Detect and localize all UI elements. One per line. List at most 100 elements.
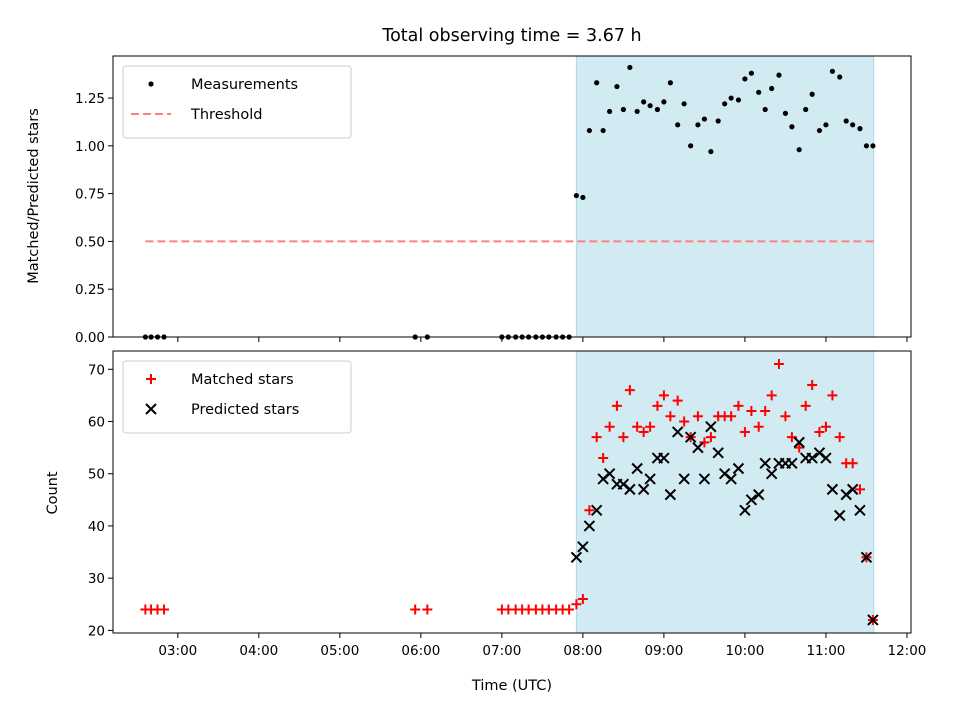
legend-label: Matched stars xyxy=(191,372,294,388)
y-tick-label: 0.25 xyxy=(75,282,105,298)
x-tick-label: 07:00 xyxy=(482,643,521,659)
y-tick-label: 40 xyxy=(88,519,105,535)
measurement-point xyxy=(756,89,762,95)
axes-frame xyxy=(112,350,912,634)
x-axis-label: Time (UTC) xyxy=(471,678,552,694)
measurement-point xyxy=(789,124,795,130)
predicted-star-point xyxy=(752,488,765,501)
matched-star-point xyxy=(766,390,777,401)
legend-swatch-predicted xyxy=(145,403,157,415)
measurement-point xyxy=(742,76,748,82)
matched-star-point xyxy=(847,458,858,469)
chart-title: Total observing time = 3.67 h xyxy=(381,26,641,46)
measurement-point xyxy=(823,122,829,128)
matched-star-point xyxy=(834,432,845,443)
matched-star-point xyxy=(699,437,710,448)
matched-star-point xyxy=(159,604,170,615)
y-tick-label: 0.50 xyxy=(75,234,105,250)
predicted-star-point xyxy=(806,452,818,464)
predicted-star-point xyxy=(739,504,751,516)
matched-star-point xyxy=(618,432,629,443)
x-tick-label: 06:00 xyxy=(401,643,440,659)
matched-star-point xyxy=(652,400,663,411)
measurement-point xyxy=(762,106,768,113)
legend-label: Measurements xyxy=(191,77,298,93)
measurement-point xyxy=(688,143,694,149)
measurement-point xyxy=(627,64,633,71)
matched-star-point xyxy=(760,406,771,417)
measurement-point xyxy=(796,147,802,153)
x-tick-label: 11:00 xyxy=(806,643,845,659)
predicted-star-point xyxy=(692,441,704,454)
measurement-point xyxy=(809,91,815,97)
predicted-star-point xyxy=(624,483,636,496)
predicted-star-point xyxy=(786,457,798,469)
matched-star-point xyxy=(692,411,703,422)
measurement-point xyxy=(748,70,755,76)
legend-label: Threshold xyxy=(190,107,262,123)
measurement-point xyxy=(701,116,708,122)
measurement-point xyxy=(829,68,836,74)
measurement-point xyxy=(661,99,667,105)
predicted-star-point xyxy=(644,473,656,485)
matched-star-point xyxy=(564,604,575,615)
matched-star-point xyxy=(820,421,831,432)
measurement-point xyxy=(816,127,823,134)
y-tick-label: 30 xyxy=(88,571,105,587)
matched-star-point xyxy=(632,421,643,432)
predicted-star-point xyxy=(631,462,643,475)
measurement-point xyxy=(735,97,742,103)
measurement-point xyxy=(647,103,653,109)
y-tick-label: 50 xyxy=(88,467,105,483)
predicted-star-point xyxy=(826,483,839,496)
predicted-star-point xyxy=(833,509,846,522)
measurement-point xyxy=(634,108,640,115)
y-tick-label: 1.25 xyxy=(75,91,105,107)
measurement-point xyxy=(600,127,606,134)
y-tick-label: 1.00 xyxy=(75,139,105,155)
matched-star-point xyxy=(665,411,676,422)
matched-star-point xyxy=(591,432,602,443)
measurement-point xyxy=(870,143,876,149)
matched-star-point xyxy=(726,411,737,422)
measurement-point xyxy=(843,118,849,124)
y-axis-label-count: Count xyxy=(45,471,61,514)
legend-box xyxy=(122,360,352,434)
measurement-point xyxy=(675,122,681,128)
measurement-point xyxy=(769,85,775,92)
predicted-star-point xyxy=(637,483,650,496)
measurement-point xyxy=(863,143,870,149)
measurement-point xyxy=(837,74,843,80)
matched-star-point xyxy=(794,442,805,453)
y-axis-label-ratio: Matched/Predicted stars xyxy=(26,108,42,284)
predicted-star-point xyxy=(590,504,603,516)
axes-frame xyxy=(112,55,912,338)
legend-swatch-matched xyxy=(146,374,156,384)
predicted-star-point xyxy=(577,541,589,553)
predicted-star-point xyxy=(678,473,690,485)
matched-star-point xyxy=(705,432,716,443)
predicted-star-point xyxy=(860,551,873,563)
observing-window-span xyxy=(575,55,875,338)
predicted-star-point xyxy=(705,421,717,433)
measurement-point xyxy=(695,122,701,128)
predicted-star-point xyxy=(820,452,832,464)
x-tick-label: 09:00 xyxy=(644,643,683,659)
matched-star-point xyxy=(800,400,811,411)
matched-star-point xyxy=(638,426,649,437)
y-tick-label: 60 xyxy=(88,415,105,431)
y-tick-label: 0.00 xyxy=(75,330,105,346)
predicted-star-point xyxy=(867,614,879,626)
measurement-point xyxy=(573,192,580,199)
matched-star-point xyxy=(733,400,744,411)
measurement-point xyxy=(681,101,687,107)
matched-star-point xyxy=(410,604,421,615)
predicted-star-point xyxy=(793,436,805,449)
x-tick-label: 05:00 xyxy=(320,643,359,659)
predicted-star-point xyxy=(664,488,677,501)
predicted-star-point xyxy=(846,483,859,496)
y-tick-label: 0.75 xyxy=(75,187,105,203)
measurement-point xyxy=(586,127,592,134)
x-tick-label: 12:00 xyxy=(887,643,926,659)
